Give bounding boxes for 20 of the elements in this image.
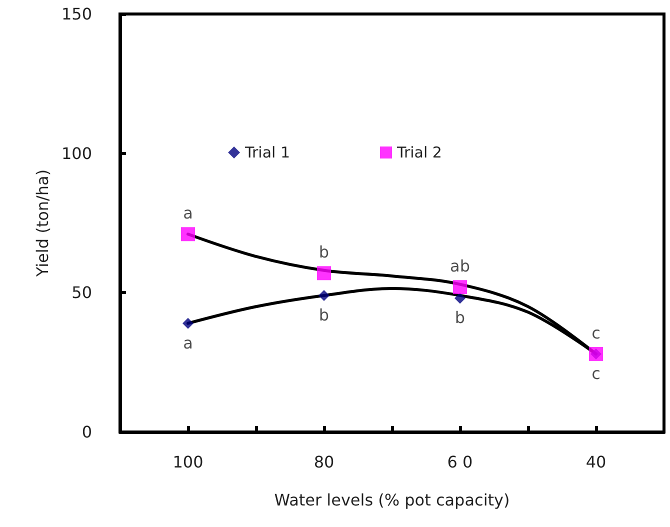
data-label: a: [183, 204, 193, 223]
data-label: a: [183, 333, 193, 352]
x-axis-title: Water levels (% pot capacity): [274, 490, 510, 510]
x-tick-label: 100: [172, 452, 204, 472]
data-label: b: [318, 305, 330, 324]
data-label: b: [454, 308, 466, 328]
data-label: b: [318, 242, 330, 262]
y-tick-label: 50: [72, 283, 92, 302]
x-tick-label: 80: [314, 452, 334, 472]
x-tick-label: 6 0: [447, 452, 473, 472]
y-axis-title: Yield (ton/ha): [33, 169, 52, 278]
data-label: c: [592, 323, 600, 342]
y-tick-label: 100: [61, 144, 92, 163]
y-tick-label: 150: [61, 4, 92, 24]
data-label: ab: [450, 256, 470, 276]
legend-label: Trial 1: [244, 144, 290, 162]
x-tick-label: 40: [586, 452, 606, 472]
legend-label: Trial 2: [396, 144, 442, 162]
y-tick-label: 0: [82, 422, 92, 442]
data-label: c: [592, 364, 600, 383]
